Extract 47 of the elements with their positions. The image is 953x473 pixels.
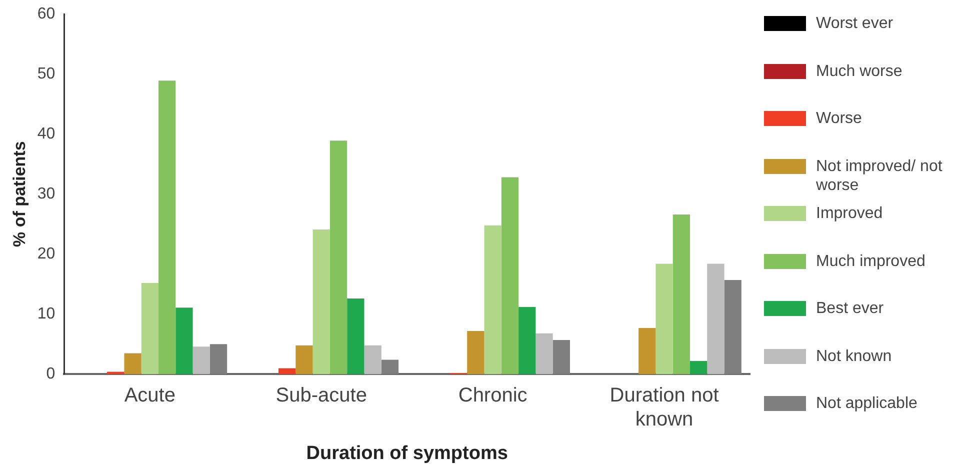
- bar: [536, 333, 553, 374]
- legend-label: Not applicable: [816, 394, 918, 413]
- bar: [312, 230, 330, 374]
- legend-label: Much improved: [816, 252, 926, 270]
- x-tick-label: Sub-acute: [276, 384, 367, 407]
- y-tick-label: 0: [46, 366, 56, 383]
- legend-label: Not known: [816, 346, 892, 366]
- bar: [296, 345, 313, 374]
- bar: [552, 340, 570, 374]
- x-tick-label: Duration not known: [610, 384, 720, 431]
- bar: [176, 308, 193, 374]
- bar: [467, 330, 484, 374]
- x-tick-label: Acute: [124, 384, 176, 407]
- x-tick-label: Chronic: [458, 384, 528, 407]
- y-tick-label: 50: [37, 65, 56, 82]
- bar: [364, 345, 382, 374]
- bar: [381, 360, 399, 374]
- bar: [278, 368, 296, 374]
- y-tick-label: 30: [37, 186, 56, 203]
- bar: [638, 328, 656, 374]
- bar: [656, 264, 673, 374]
- legend-label: Improved: [816, 204, 883, 223]
- y-tick-label: 10: [37, 306, 56, 323]
- bar: [192, 346, 210, 374]
- bar: [141, 282, 158, 374]
- legend-label: Best ever: [816, 299, 884, 318]
- legend-label: Much worse: [816, 62, 902, 80]
- y-tick-label: 60: [37, 5, 56, 22]
- bar: [124, 353, 142, 374]
- bar: [158, 80, 176, 374]
- bar: [724, 280, 742, 374]
- bar: [672, 214, 690, 374]
- bar: [210, 344, 228, 374]
- y-tick-label: 20: [37, 246, 56, 263]
- bar: [690, 360, 708, 374]
- y-axis-title: % of patients: [10, 141, 29, 247]
- y-tick-label: 40: [37, 125, 56, 142]
- bar: [330, 140, 348, 374]
- legend-label: Worst ever: [816, 14, 894, 33]
- bar: [484, 225, 502, 374]
- bar: [707, 264, 724, 374]
- bar: [518, 306, 536, 374]
- legend-label: Worse: [816, 109, 862, 128]
- legend-label: Not improved/ not worse: [816, 156, 944, 194]
- bar: [501, 177, 519, 374]
- bar: [347, 298, 364, 374]
- x-axis-title: Duration of symptoms: [306, 442, 508, 464]
